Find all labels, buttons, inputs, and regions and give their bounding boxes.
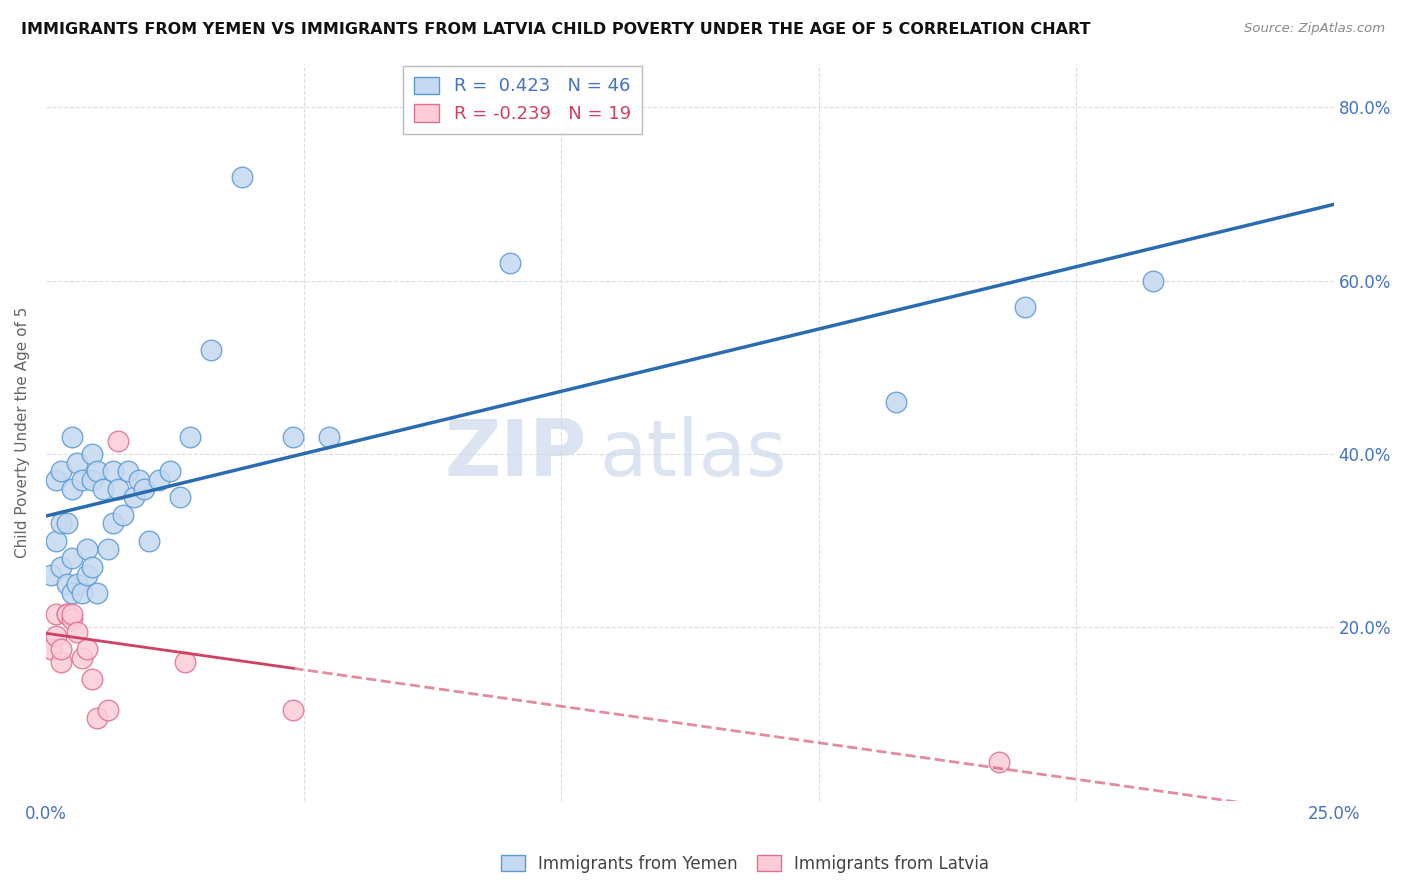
Point <box>60 607 83 622</box>
Point <box>55 607 77 622</box>
Point <box>498 256 520 270</box>
Point <box>70 585 93 599</box>
Point <box>39 568 62 582</box>
Point <box>117 464 139 478</box>
Legend: R =  0.423   N = 46, R = -0.239   N = 19: R = 0.423 N = 46, R = -0.239 N = 19 <box>404 66 641 134</box>
Point <box>318 430 340 444</box>
Point <box>66 577 89 591</box>
Point <box>70 650 93 665</box>
Point <box>179 430 201 444</box>
Point <box>51 655 73 669</box>
Point <box>91 482 114 496</box>
Point <box>138 533 160 548</box>
Point <box>1014 300 1036 314</box>
Point <box>86 585 108 599</box>
Point <box>76 568 98 582</box>
Point <box>45 629 67 643</box>
Point <box>283 703 305 717</box>
Point <box>283 430 305 444</box>
Point <box>97 542 120 557</box>
Point <box>60 612 83 626</box>
Y-axis label: Child Poverty Under the Age of 5: Child Poverty Under the Age of 5 <box>15 307 30 558</box>
Point <box>987 755 1010 769</box>
Point <box>200 343 222 357</box>
Point <box>82 473 104 487</box>
Point <box>107 434 129 448</box>
Point <box>55 577 77 591</box>
Point <box>884 395 907 409</box>
Point <box>169 491 191 505</box>
Point <box>107 482 129 496</box>
Point <box>45 473 67 487</box>
Point <box>112 508 135 522</box>
Text: IMMIGRANTS FROM YEMEN VS IMMIGRANTS FROM LATVIA CHILD POVERTY UNDER THE AGE OF 5: IMMIGRANTS FROM YEMEN VS IMMIGRANTS FROM… <box>21 22 1091 37</box>
Point <box>51 642 73 657</box>
Point <box>45 607 67 622</box>
Point <box>76 542 98 557</box>
Point <box>51 559 73 574</box>
Point <box>70 473 93 487</box>
Point <box>101 516 124 531</box>
Point <box>45 533 67 548</box>
Point <box>51 464 73 478</box>
Point <box>60 551 83 566</box>
Point <box>97 703 120 717</box>
Point <box>82 559 104 574</box>
Point <box>101 464 124 478</box>
Point <box>148 473 170 487</box>
Point <box>55 607 77 622</box>
Point <box>132 482 155 496</box>
Point <box>55 516 77 531</box>
Point <box>60 430 83 444</box>
Point <box>51 516 73 531</box>
Point <box>66 624 89 639</box>
Legend: Immigrants from Yemen, Immigrants from Latvia: Immigrants from Yemen, Immigrants from L… <box>495 848 995 880</box>
Point <box>66 456 89 470</box>
Point <box>231 169 253 184</box>
Text: Source: ZipAtlas.com: Source: ZipAtlas.com <box>1244 22 1385 36</box>
Point <box>128 473 150 487</box>
Point <box>159 464 181 478</box>
Point <box>86 464 108 478</box>
Point <box>82 447 104 461</box>
Point <box>60 585 83 599</box>
Point <box>122 491 145 505</box>
Point <box>86 711 108 725</box>
Point <box>82 673 104 687</box>
Point <box>1142 274 1164 288</box>
Point <box>76 642 98 657</box>
Text: ZIP: ZIP <box>444 417 586 492</box>
Point <box>174 655 197 669</box>
Text: atlas: atlas <box>600 417 787 492</box>
Point <box>60 482 83 496</box>
Point <box>39 642 62 657</box>
